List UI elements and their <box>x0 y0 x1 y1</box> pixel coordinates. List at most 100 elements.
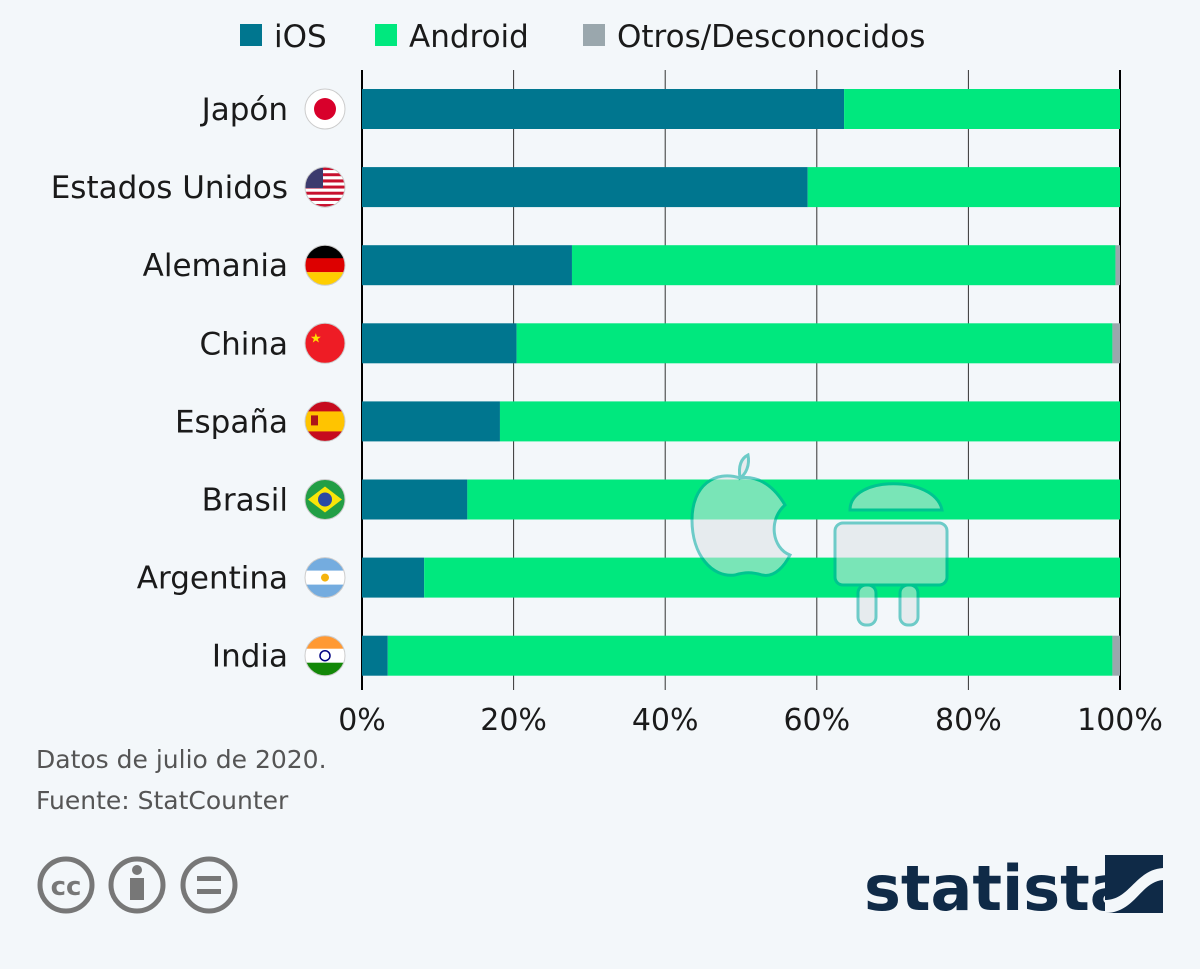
category-label: China <box>199 326 288 362</box>
bar-ios <box>362 635 388 676</box>
cc-icon: cc <box>37 856 95 914</box>
flag-part <box>305 662 345 676</box>
x-tick-label: 100% <box>1077 703 1163 738</box>
apple-icon <box>690 474 793 577</box>
bar-android <box>807 167 1120 208</box>
flag-jp-icon <box>304 88 346 130</box>
flag-cn-icon: ★ <box>304 322 346 364</box>
flag-part <box>305 204 345 208</box>
bar-android <box>467 479 1120 520</box>
bar-ios <box>362 401 500 442</box>
flag-border <box>304 557 346 599</box>
flag-part <box>305 185 345 189</box>
source: Fuente: StatCounter <box>36 786 289 815</box>
legend-label: Android <box>409 19 529 55</box>
category-label: Japón <box>200 92 288 128</box>
x-tick-label: 60% <box>783 703 850 738</box>
category-label: Alemania <box>143 248 288 284</box>
flag-part <box>305 182 345 186</box>
icon-ring <box>108 856 166 914</box>
flag-part <box>305 191 345 195</box>
bar-ios <box>362 89 845 129</box>
bar-ios <box>362 245 572 286</box>
flag-border <box>304 322 346 364</box>
flag-part <box>305 245 345 260</box>
icon-glyph <box>130 878 144 900</box>
apple-leaf-icon <box>738 452 750 481</box>
flag-part <box>305 167 345 171</box>
flag-part <box>311 415 318 426</box>
bar-android <box>499 401 1120 442</box>
flag-part <box>305 176 345 180</box>
flag-border <box>304 635 346 677</box>
flag-body <box>305 245 345 286</box>
flag-part <box>318 492 332 507</box>
icon-ring <box>180 856 238 914</box>
legend-label: iOS <box>274 19 327 55</box>
flag-body <box>305 89 345 129</box>
flag-part <box>305 179 345 183</box>
no-derivatives-icon <box>180 856 238 914</box>
flag-us-icon <box>304 166 346 208</box>
category-label: Estados Unidos <box>51 170 288 206</box>
flag-part <box>305 258 345 273</box>
flag-de-icon <box>304 244 346 286</box>
bar-ios <box>362 167 808 208</box>
legend-swatch-ios <box>240 24 262 46</box>
bar-android <box>844 89 1120 129</box>
flag-border <box>304 88 346 130</box>
flag-body <box>305 401 345 442</box>
category-label: Brasil <box>202 483 288 519</box>
flag-border <box>304 400 346 442</box>
legend-label: Otros/Desconocidos <box>617 19 925 55</box>
flag-in-icon <box>304 635 346 677</box>
android-leg-icon <box>898 583 920 627</box>
footnote: Datos de julio de 2020. <box>36 745 327 774</box>
bar-ios <box>362 323 517 364</box>
flag-border <box>304 479 346 520</box>
x-tick-label: 0% <box>338 703 386 738</box>
android-body-icon <box>833 521 949 587</box>
icon-glyph <box>197 889 221 894</box>
bar-otros-desconocidos <box>1112 323 1120 364</box>
logo-swoosh <box>1105 868 1163 913</box>
flag-part <box>305 197 345 201</box>
category-label: India <box>212 639 288 675</box>
flag-part <box>305 323 345 364</box>
flag-body <box>305 167 345 208</box>
flag-part <box>305 170 345 174</box>
flag-part <box>314 98 336 120</box>
bar-android <box>571 245 1116 286</box>
flag-part <box>305 584 345 598</box>
category-label: España <box>175 404 288 440</box>
x-tick-label: 40% <box>632 703 699 738</box>
legend-swatch-android <box>375 24 397 46</box>
android-head-icon <box>848 482 944 512</box>
bar-android <box>387 635 1113 676</box>
flag-es-icon <box>304 400 346 442</box>
flag-ar-icon <box>304 557 346 599</box>
flag-part <box>305 200 345 205</box>
android-leg-icon <box>856 583 878 627</box>
x-tick-label: 80% <box>935 703 1002 738</box>
bar-ios <box>362 557 425 598</box>
bar-ios <box>362 479 468 520</box>
legend-swatch-otros/desconocidos <box>583 24 605 46</box>
icon-glyph <box>132 865 142 875</box>
flag-body <box>305 557 345 598</box>
flag-body <box>305 635 345 676</box>
icon-glyph <box>197 876 221 881</box>
flag-part <box>305 635 345 650</box>
flag-part <box>305 557 345 571</box>
flag-part <box>321 573 329 582</box>
flag-border <box>304 166 346 208</box>
flag-br-icon <box>304 479 346 520</box>
flag-body: ★ <box>305 323 345 364</box>
flag-border <box>304 244 346 286</box>
statista-logo-text: statista <box>864 852 1132 925</box>
bar-android <box>516 323 1113 364</box>
flag-part <box>305 188 345 192</box>
flag-star: ★ <box>310 331 322 346</box>
